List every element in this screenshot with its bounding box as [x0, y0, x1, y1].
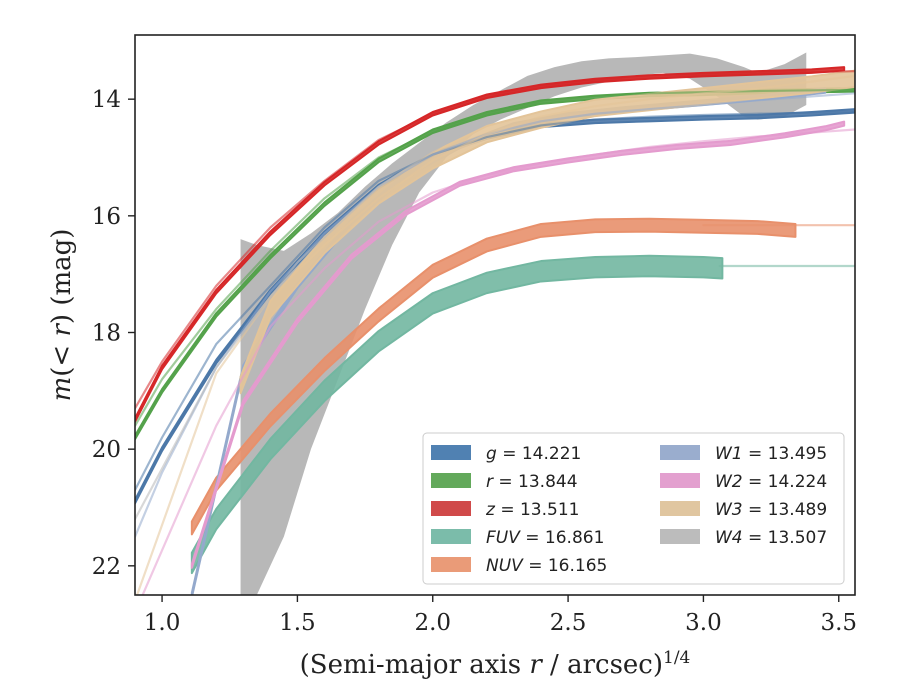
- legend-label: z = 13.511: [485, 500, 579, 520]
- x-axis: 1.0 1.5 2.0 2.5 3.0 3.5: [144, 595, 857, 636]
- legend-label: NUV = 16.165: [486, 556, 607, 576]
- legend-item-nuv: NUV = 16.165: [431, 556, 607, 576]
- x-tick-label: 1.0: [144, 610, 181, 636]
- legend-item-g: g = 14.221: [431, 444, 581, 464]
- legend-item-w2: W2 = 14.224: [660, 472, 827, 492]
- legend-swatch: [431, 445, 471, 460]
- model-curve-g: [135, 110, 855, 492]
- y-tick-label: 20: [92, 437, 121, 463]
- model-curve-w4: [135, 133, 461, 521]
- model-curves: [135, 70, 855, 595]
- band-nuv: [190, 217, 797, 536]
- legend-swatch: [660, 445, 700, 460]
- band-w3: [239, 69, 855, 395]
- legend-swatch: [431, 557, 471, 572]
- x-tick-label: 2.0: [414, 610, 451, 636]
- legend-box: [422, 432, 845, 585]
- legend: g = 14.221 r = 13.844 z = 13.511 FUV = 16.8…: [422, 432, 845, 585]
- model-curve-w2: [141, 128, 855, 595]
- y-axis: 14 16 18 20 22: [92, 87, 135, 580]
- band-g: [135, 108, 855, 505]
- y-tick-label: 18: [92, 321, 121, 347]
- y-tick-label: 16: [92, 204, 121, 230]
- plot-frame: [134, 34, 856, 596]
- legend-label: W2 = 14.224: [715, 472, 827, 492]
- y-axis-title: m(< r) (mag): [47, 229, 77, 402]
- legend-swatch: [660, 529, 700, 544]
- band-w2: [190, 120, 846, 569]
- model-curve-z: [135, 70, 855, 410]
- legend-label: W1 = 13.495: [715, 444, 827, 464]
- legend-label: W3 = 13.489: [715, 500, 827, 520]
- legend-swatch: [431, 501, 471, 516]
- legend-label: FUV = 16.861: [486, 528, 604, 548]
- legend-swatch: [431, 473, 471, 488]
- legend-item-w3: W3 = 13.489: [660, 500, 827, 520]
- x-tick-label: 3.0: [685, 610, 722, 636]
- legend-item-z: z = 13.511: [431, 500, 579, 520]
- x-axis-title: (Semi-major axis r / arcsec)1/4: [300, 648, 691, 680]
- model-curve-r: [135, 88, 855, 427]
- y-tick-label: 14: [92, 87, 121, 113]
- band-fuv: [190, 254, 724, 575]
- y-tick-label: 22: [92, 554, 121, 580]
- legend-label: r = 13.844: [486, 472, 578, 492]
- x-tick-label: 1.5: [279, 610, 316, 636]
- legend-swatch: [660, 473, 700, 488]
- legend-item-w1: W1 = 13.495: [660, 444, 827, 464]
- legend-item-w4: W4 = 13.507: [660, 528, 827, 548]
- legend-item-fuv: FUV = 16.861: [431, 528, 604, 548]
- legend-item-r: r = 13.844: [431, 472, 578, 492]
- band-r: [135, 87, 855, 441]
- legend-label: W4 = 13.507: [715, 528, 827, 548]
- legend-label: g = 14.221: [486, 444, 581, 464]
- x-tick-label: 3.5: [820, 610, 857, 636]
- x-tick-label: 2.5: [550, 610, 587, 636]
- legend-swatch: [660, 501, 700, 516]
- legend-swatch: [431, 529, 471, 544]
